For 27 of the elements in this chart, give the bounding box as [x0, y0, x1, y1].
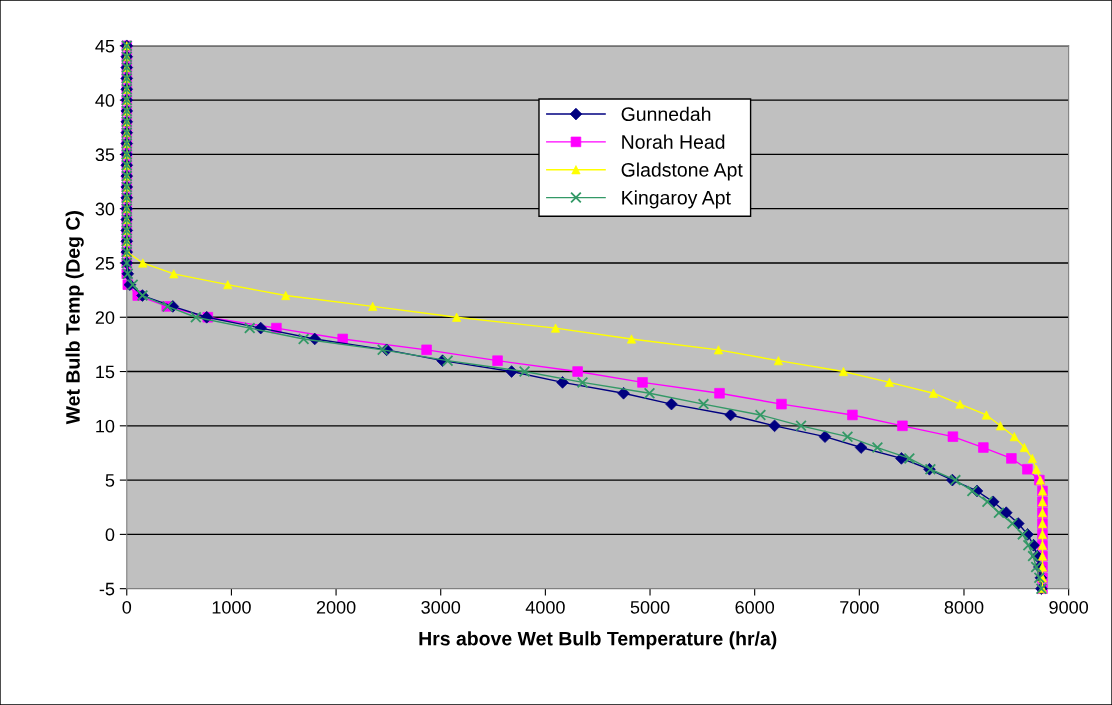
legend-label: Norah Head — [622, 134, 725, 149]
x-tick-label: 9000 — [1049, 600, 1089, 614]
x-tick-label: 4000 — [525, 600, 565, 614]
y-tick-label: 25 — [95, 256, 115, 270]
legend-label: Gunnedah — [621, 106, 711, 122]
y-tick-label: 15 — [96, 365, 115, 379]
legend-label: Gladstone Apt — [621, 162, 743, 181]
x-axis-title: Hrs above Wet Bulb Temperature (hr/a) — [419, 631, 777, 650]
x-tick-label: 2000 — [316, 600, 356, 614]
x-tick-label: 8000 — [944, 600, 984, 614]
x-tick-label: 0 — [122, 600, 132, 614]
y-tick-label: -5 — [99, 582, 115, 596]
legend-label: Kingaroy Apt — [622, 190, 731, 209]
x-tick-label: 7000 — [840, 600, 879, 614]
y-tick-label: 20 — [95, 311, 115, 324]
y-axis-title: Wet Bulb Temp (Deg C) — [65, 211, 84, 425]
y-tick-label: 45 — [95, 39, 115, 53]
x-tick-label: 6000 — [735, 600, 775, 614]
y-tick-label: 30 — [95, 202, 115, 216]
x-tick-label: 5000 — [630, 600, 670, 614]
y-tick-label: 0 — [105, 528, 115, 542]
y-tick-label: 10 — [96, 419, 115, 433]
y-tick-label: 5 — [105, 474, 115, 487]
x-tick-label: 3000 — [421, 600, 461, 614]
y-tick-label: 40 — [95, 94, 115, 107]
y-tick-label: 35 — [95, 148, 115, 162]
x-tick-label: 1000 — [212, 600, 251, 614]
